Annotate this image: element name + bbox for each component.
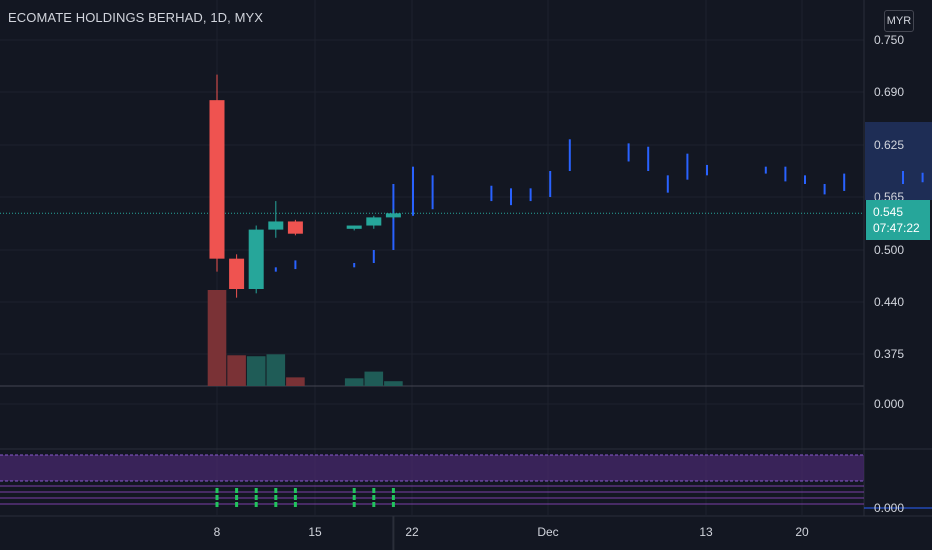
volume-bar bbox=[267, 354, 286, 386]
volume-bar bbox=[384, 381, 403, 386]
volume-bar bbox=[208, 290, 227, 386]
candle-body bbox=[386, 213, 401, 217]
projection-bar bbox=[510, 188, 512, 205]
signal-marker bbox=[274, 502, 277, 507]
x-tick-label: 22 bbox=[405, 525, 419, 539]
projection-bar bbox=[922, 173, 924, 183]
signal-marker bbox=[216, 502, 219, 507]
signal-marker bbox=[294, 488, 297, 493]
projection-bar bbox=[804, 175, 806, 184]
last-price-value: 0.545 bbox=[873, 204, 930, 220]
y-tick-label: 0.625 bbox=[874, 138, 904, 152]
projection-bar bbox=[275, 267, 277, 271]
y-tick-label: 0.440 bbox=[874, 295, 904, 309]
projection-bar bbox=[353, 263, 355, 267]
candle-body bbox=[288, 221, 303, 233]
candle-body bbox=[210, 100, 225, 259]
projection-bar bbox=[549, 171, 551, 197]
price-range-highlight bbox=[865, 122, 932, 200]
signal-marker bbox=[353, 488, 356, 493]
signal-marker bbox=[392, 495, 395, 500]
signal-marker bbox=[353, 495, 356, 500]
bar-countdown: 07:47:22 bbox=[873, 220, 930, 236]
signal-marker bbox=[255, 488, 258, 493]
projection-bar bbox=[294, 260, 296, 269]
signal-marker bbox=[274, 495, 277, 500]
candle-body bbox=[268, 221, 283, 229]
projection-bar bbox=[902, 171, 904, 184]
lower-pane-tick-label: 0.000 bbox=[874, 501, 904, 515]
signal-marker bbox=[372, 502, 375, 507]
projection-bar bbox=[373, 250, 375, 263]
signal-marker bbox=[255, 502, 258, 507]
volume-bar bbox=[247, 356, 266, 386]
volume-bar bbox=[286, 377, 305, 386]
y-tick-label: 0.500 bbox=[874, 243, 904, 257]
x-tick-label: 15 bbox=[308, 525, 322, 539]
projection-bar bbox=[530, 188, 532, 201]
last-price-tag: 0.545 07:47:22 bbox=[866, 200, 930, 240]
projection-bar bbox=[569, 139, 571, 171]
signal-marker bbox=[216, 495, 219, 500]
projection-bar bbox=[628, 143, 630, 161]
candle-body bbox=[229, 259, 244, 289]
x-tick-label: 20 bbox=[795, 525, 809, 539]
projection-bar bbox=[765, 167, 767, 174]
y-tick-label: 0.750 bbox=[874, 33, 904, 47]
signal-marker bbox=[216, 488, 219, 493]
projection-bar bbox=[706, 165, 708, 175]
y-tick-label: 0.000 bbox=[874, 397, 904, 411]
time-axis-marker bbox=[392, 516, 394, 550]
indicator-band bbox=[0, 455, 864, 481]
candle-body bbox=[366, 217, 381, 225]
y-tick-label: 0.375 bbox=[874, 347, 904, 361]
signal-marker bbox=[372, 495, 375, 500]
signal-marker bbox=[255, 495, 258, 500]
signal-marker bbox=[274, 488, 277, 493]
projection-bar bbox=[843, 174, 845, 191]
candle-body bbox=[347, 226, 362, 229]
projection-bar bbox=[784, 167, 786, 182]
currency-button[interactable]: MYR bbox=[884, 10, 914, 32]
projection-bar bbox=[490, 186, 492, 201]
signal-marker bbox=[294, 502, 297, 507]
volume-bar bbox=[345, 378, 364, 386]
signal-marker bbox=[392, 488, 395, 493]
volume-bar bbox=[227, 355, 246, 386]
projection-bar bbox=[647, 147, 649, 171]
projection-bar bbox=[667, 175, 669, 192]
projection-bar bbox=[412, 167, 414, 216]
signal-marker bbox=[392, 502, 395, 507]
projection-bar bbox=[824, 184, 826, 194]
x-tick-label: Dec bbox=[537, 525, 558, 539]
signal-marker bbox=[235, 502, 238, 507]
volume-bar bbox=[365, 372, 384, 386]
signal-marker bbox=[353, 502, 356, 507]
signal-marker bbox=[235, 495, 238, 500]
chart-title: ECOMATE HOLDINGS BERHAD, 1D, MYX bbox=[8, 10, 263, 25]
y-tick-label: 0.690 bbox=[874, 85, 904, 99]
candle-body bbox=[249, 230, 264, 289]
x-tick-label: 13 bbox=[699, 525, 713, 539]
signal-marker bbox=[372, 488, 375, 493]
signal-marker bbox=[235, 488, 238, 493]
projection-bar bbox=[686, 154, 688, 180]
signal-marker bbox=[294, 495, 297, 500]
x-tick-label: 8 bbox=[214, 525, 221, 539]
projection-bar bbox=[432, 175, 434, 209]
